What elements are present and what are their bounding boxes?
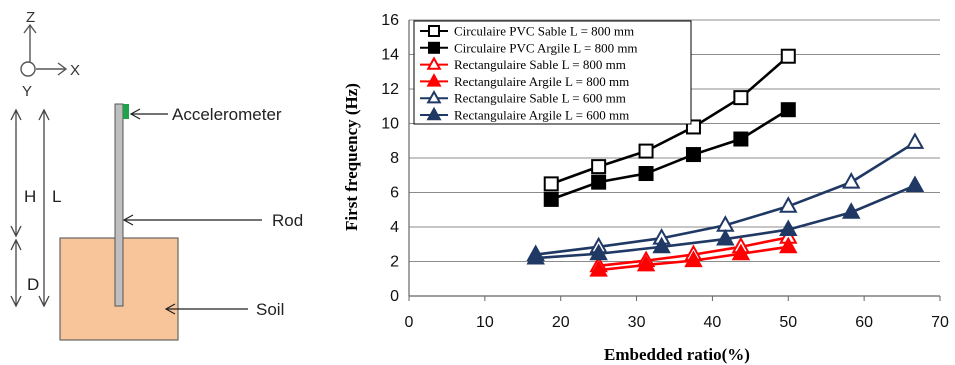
legend-marker <box>426 106 442 121</box>
x-tick-label: 60 <box>855 314 873 331</box>
callout-arrows <box>122 108 262 315</box>
axis-label-x: X <box>70 62 80 79</box>
x-tick-label: 10 <box>476 314 494 331</box>
data-point <box>526 247 545 265</box>
h-arrow-top <box>10 108 22 121</box>
x-tick-label: 40 <box>704 314 722 331</box>
y-tick-label: 2 <box>390 254 399 271</box>
legend-marker <box>428 41 440 54</box>
data-point <box>685 147 701 163</box>
x-tick-label: 70 <box>931 314 949 331</box>
legend-marker <box>426 73 442 87</box>
y-tick-label: 12 <box>381 81 399 98</box>
data-point <box>716 228 735 246</box>
rod-soil-diagram: Z X Y H L D Accelerometer Rod Soil <box>10 9 303 341</box>
label-d: D <box>27 275 39 294</box>
data-point <box>591 159 607 175</box>
legend-marker <box>428 25 440 37</box>
data-point <box>905 175 925 193</box>
h-arrow-bottom <box>10 225 22 238</box>
chart-legend: Circulaire PVC Sable L = 800 mmCirculair… <box>413 20 692 125</box>
x-axis-arrowhead <box>57 62 68 76</box>
series-2 <box>543 102 796 207</box>
data-point <box>780 102 796 118</box>
label-h: H <box>24 187 36 206</box>
data-point <box>638 166 654 182</box>
label-rod: Rod <box>272 211 303 230</box>
legend-label: Circulaire PVC Sable L = 800 mm <box>454 24 634 39</box>
y-tick-label: 10 <box>381 116 399 133</box>
legend-box <box>413 20 692 125</box>
rod-callout-head <box>122 214 134 226</box>
l-arrow-top <box>38 108 50 121</box>
data-point <box>779 236 798 254</box>
data-point <box>652 236 671 254</box>
y-tick-label: 14 <box>381 47 399 64</box>
data-point <box>780 48 796 64</box>
axis-label-z: Z <box>26 9 35 26</box>
soil-callout-head <box>164 303 176 315</box>
x-tick-label: 50 <box>779 314 797 331</box>
series-1 <box>543 48 796 192</box>
data-point <box>905 132 925 149</box>
data-point <box>636 254 656 272</box>
axis-label-y: Y <box>22 83 32 100</box>
legend-label: Circulaire PVC Argile L = 800 mm <box>454 40 638 55</box>
x-tick-label: 30 <box>628 314 646 331</box>
legend-label: Rectangulaire Argile L = 600 mm <box>454 108 629 123</box>
legend-marker <box>426 89 442 104</box>
y-axis-origin-icon <box>20 61 36 77</box>
x-tick-label: 20 <box>552 314 570 331</box>
y-tick-label: 0 <box>390 288 399 305</box>
series-line <box>550 108 789 201</box>
data-point <box>842 202 861 219</box>
data-point <box>589 243 608 261</box>
z-axis-arrowhead <box>23 23 37 34</box>
rod <box>114 103 124 307</box>
legend-label: Rectangulaire Sable L = 800 mm <box>454 57 626 72</box>
data-point <box>684 250 703 268</box>
y-tick-label: 6 <box>390 185 399 202</box>
label-accelerometer: Accelerometer <box>172 105 282 124</box>
data-point <box>733 90 749 106</box>
legend-label: Rectangulaire Sable L = 600 mm <box>454 91 626 106</box>
label-soil: Soil <box>256 300 284 319</box>
data-point <box>543 176 559 192</box>
l-arrow-bottom <box>38 295 50 308</box>
coordinate-axes <box>20 23 68 77</box>
chart-xlabel: Embedded ratio(%) <box>604 345 750 364</box>
data-point <box>779 219 798 237</box>
accelerometer-sensor <box>123 104 129 119</box>
data-point <box>842 172 861 189</box>
legend-label: Rectangulaire Argile L = 800 mm <box>454 74 629 89</box>
chart-series <box>526 48 925 277</box>
data-point <box>589 260 608 277</box>
accelerometer-callout-head <box>129 108 141 120</box>
data-point <box>779 196 798 213</box>
chart-tick-labels: 0 2 4 6 8 10 12 14 16 0 10 20 30 40 50 60 70 <box>381 12 949 331</box>
d-arrow-top <box>10 238 22 251</box>
label-l: L <box>52 187 61 206</box>
data-point <box>731 243 751 261</box>
legend-marker <box>426 56 442 70</box>
y-tick-label: 16 <box>381 12 399 29</box>
chart-axes <box>408 20 941 301</box>
series-4 <box>589 236 798 277</box>
d-arrow-bottom <box>10 295 22 308</box>
data-point <box>591 174 607 190</box>
dimension-lines <box>10 108 50 308</box>
series-line <box>550 55 790 186</box>
series-6 <box>526 175 925 265</box>
data-point <box>733 131 749 147</box>
data-point <box>543 191 559 207</box>
y-tick-label: 8 <box>390 150 399 167</box>
y-tick-label: 4 <box>390 219 399 236</box>
x-tick-label: 0 <box>405 314 414 331</box>
data-point <box>638 143 654 159</box>
chart-ylabel: First frequency (Hz) <box>342 83 361 231</box>
